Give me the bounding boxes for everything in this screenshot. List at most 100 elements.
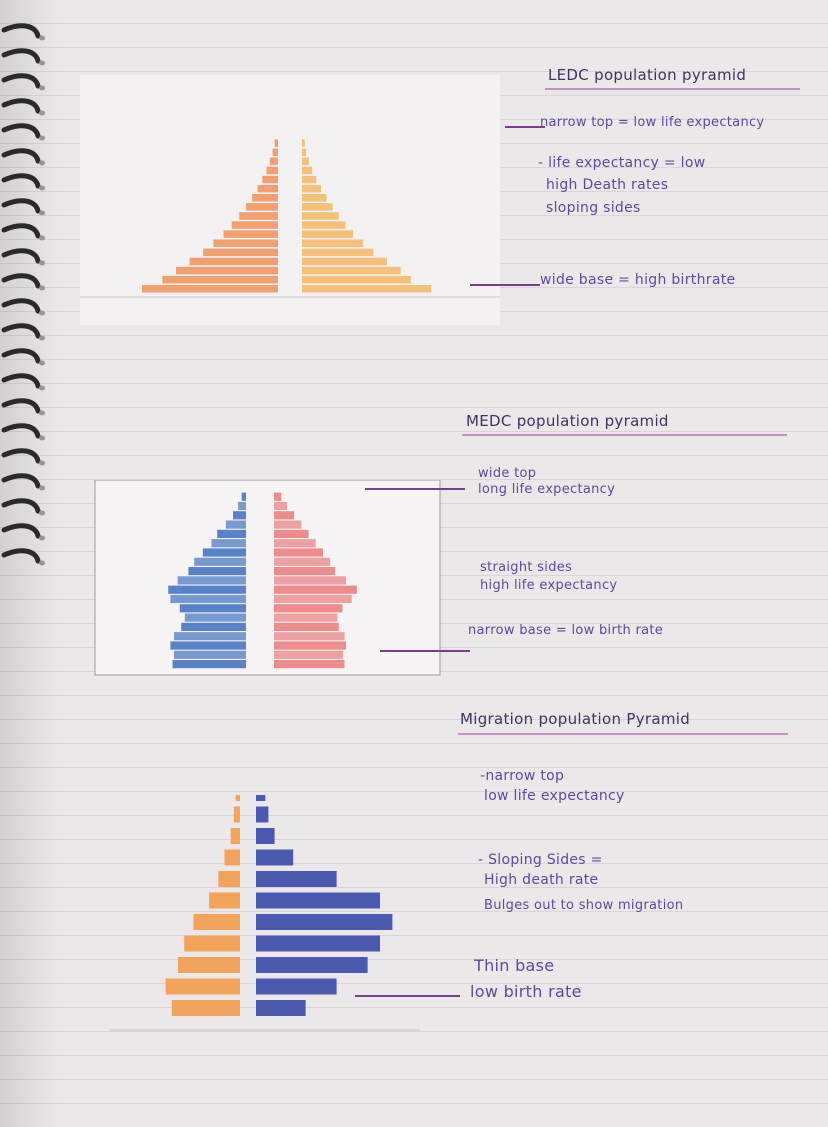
bar-male — [262, 175, 278, 184]
pointer-line — [505, 126, 545, 128]
bar-female — [302, 239, 364, 247]
bar-female — [218, 871, 240, 887]
bar-male — [256, 957, 368, 973]
bar-female — [302, 230, 353, 238]
bar-male — [174, 650, 246, 659]
pointer-line — [470, 284, 540, 286]
bar-male — [202, 548, 246, 557]
migration-pyramid-chart — [110, 795, 420, 1031]
bar-male — [274, 139, 278, 147]
bar-female — [274, 632, 345, 641]
bar-male — [170, 594, 246, 604]
medc-note-4: high life expectancy — [480, 578, 618, 593]
binding-hole — [39, 60, 45, 66]
bar-female — [302, 175, 317, 184]
bar-male — [266, 166, 278, 175]
bar-female — [193, 914, 240, 930]
bar-female — [302, 139, 305, 147]
bar-male — [211, 539, 246, 548]
ledc-note-4: sloping sides — [546, 200, 641, 216]
bar-female — [302, 221, 346, 229]
binding-hole — [39, 310, 45, 316]
pointer-line — [365, 488, 465, 490]
bar-male — [272, 148, 278, 156]
migration-note-2: low life expectancy — [484, 788, 625, 804]
pointer-line — [380, 650, 470, 652]
bar-female — [274, 501, 287, 511]
bar-female — [302, 257, 387, 266]
binding-ring — [1, 123, 41, 139]
binding-hole — [39, 385, 45, 391]
pointer-line — [355, 995, 460, 997]
binding-ring — [1, 398, 41, 414]
binding-ring — [1, 523, 41, 539]
bar-female — [274, 613, 338, 622]
bar-female — [302, 212, 339, 220]
bar-female — [302, 203, 333, 211]
bar-male — [246, 203, 278, 211]
bar-female — [302, 166, 313, 175]
bar-male — [194, 557, 246, 566]
binding-ring — [1, 273, 41, 289]
binding-hole — [39, 335, 45, 341]
bar-male — [256, 828, 275, 844]
migration-title: Migration population Pyramid — [460, 710, 691, 728]
bar-female — [302, 275, 411, 284]
binding-hole — [39, 235, 45, 241]
bar-male — [168, 585, 246, 594]
bar-female — [224, 849, 240, 866]
bar-female — [274, 567, 336, 576]
binding-ring — [1, 498, 41, 514]
bar-male — [256, 806, 269, 823]
bar-male — [188, 567, 246, 576]
bar-female — [302, 157, 309, 166]
bar-male — [176, 266, 278, 275]
binding-hole — [39, 260, 45, 266]
bar-male — [170, 641, 246, 650]
bar-female — [274, 511, 295, 520]
bar-female — [274, 585, 357, 594]
binding-hole — [39, 510, 45, 516]
bar-male — [184, 613, 246, 622]
bar-male — [174, 632, 246, 641]
binding-hole — [39, 560, 45, 566]
binding-hole — [39, 360, 45, 366]
migration-note-7: low birth rate — [470, 982, 582, 1001]
binding-hole — [39, 210, 45, 216]
binding-shadow — [0, 0, 60, 1127]
bar-female — [184, 935, 240, 952]
bar-male — [257, 184, 278, 193]
binding-hole — [39, 460, 45, 466]
binding-ring — [1, 148, 41, 164]
bar-female — [274, 548, 323, 557]
bar-female — [274, 557, 331, 566]
bar-male — [239, 212, 278, 220]
bar-male — [256, 892, 380, 909]
binding-ring — [1, 48, 41, 64]
bar-male — [233, 511, 246, 520]
binding-hole — [39, 435, 45, 441]
migration-title-underline — [458, 733, 788, 735]
binding-hole — [39, 185, 45, 191]
medc-note-3: straight sides — [480, 560, 573, 575]
binding-ring — [1, 173, 41, 189]
binding-hole — [39, 160, 45, 166]
binding-hole — [39, 135, 45, 141]
bar-female — [178, 957, 240, 973]
binding-ring — [1, 373, 41, 389]
migration-note-4: High death rate — [484, 872, 599, 888]
binding-ring — [1, 473, 41, 489]
bar-male — [256, 871, 337, 887]
bar-male — [256, 914, 393, 930]
bar-male — [179, 604, 246, 613]
chart-frame — [94, 480, 441, 676]
ledc-note-5: wide base = high birthrate — [540, 272, 736, 288]
bar-male — [256, 935, 380, 952]
medc-title: MEDC population pyramid — [466, 412, 669, 430]
bar-male — [217, 529, 246, 538]
migration-note-6: Thin base — [474, 956, 555, 975]
bar-male — [256, 978, 337, 995]
binding-ring — [1, 448, 41, 464]
binding-ring — [1, 298, 41, 314]
